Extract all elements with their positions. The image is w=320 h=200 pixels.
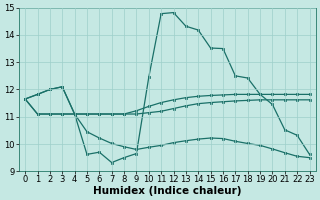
X-axis label: Humidex (Indice chaleur): Humidex (Indice chaleur) xyxy=(93,186,242,196)
